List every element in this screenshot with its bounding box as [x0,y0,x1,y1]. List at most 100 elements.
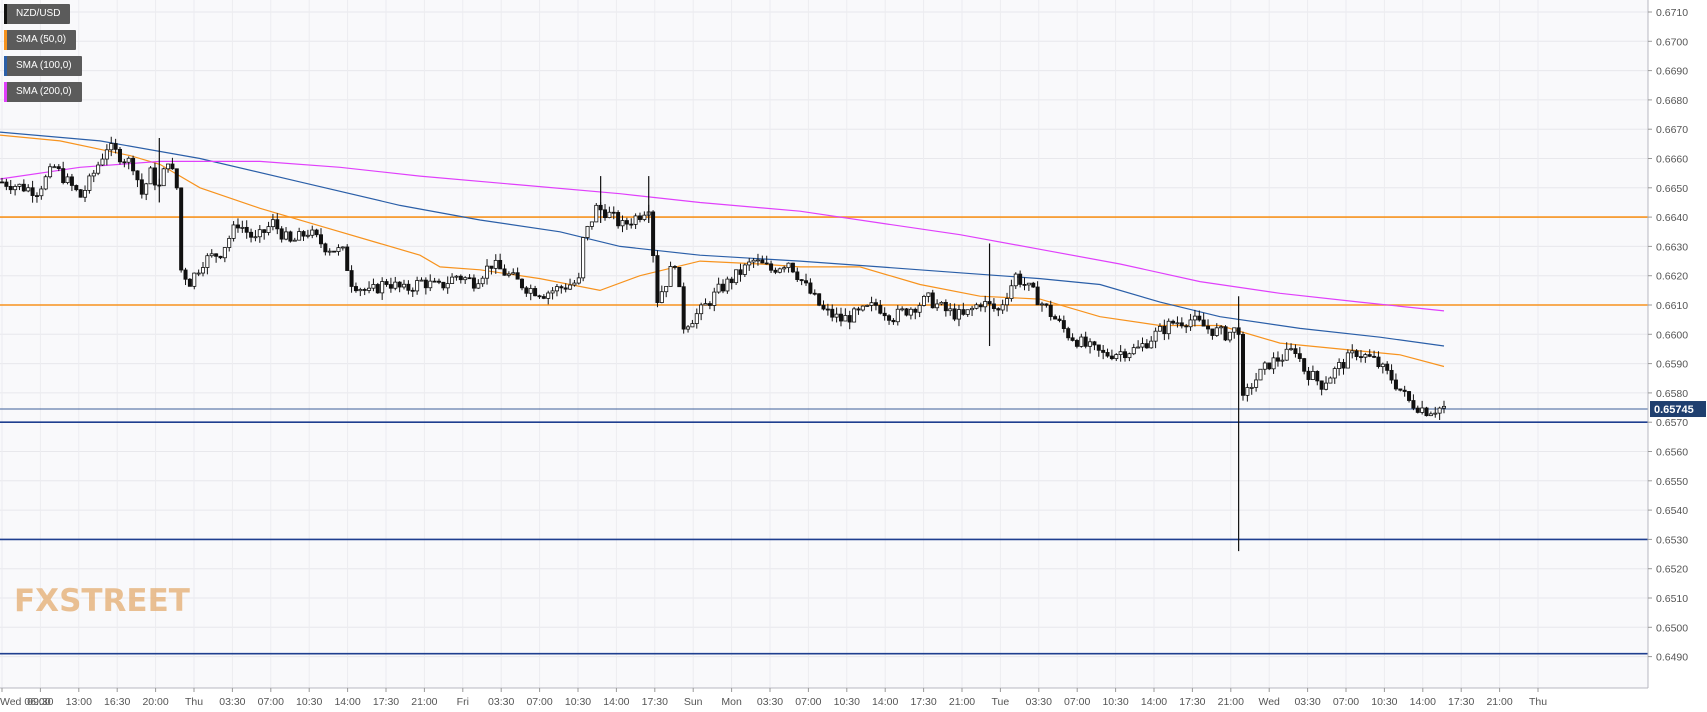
candle-bullish [222,247,227,259]
candle-bullish [922,296,927,306]
candle-bullish [1140,343,1145,348]
time-tick-label: 14:00 [1141,696,1167,708]
candle-bullish [192,272,197,287]
legend-item-nzdusd[interactable]: NZD/USD [4,4,71,24]
candle-bullish [1310,371,1315,380]
candle-bullish [1088,341,1093,347]
candle-bearish [873,302,878,306]
candle-bearish [152,167,157,186]
legend-item-sma100[interactable]: SMA (100,0) [4,56,82,76]
candle-bearish [498,259,503,270]
legend-item-sma50[interactable]: SMA (50,0) [4,30,77,50]
candle-bearish [458,275,463,281]
candle-bullish [91,172,96,177]
candle-bullish [554,286,559,292]
candle-bullish [834,313,839,318]
price-axis: 0.6710 0.6700 0.6690 0.6680 0.6670 0.6660 0.66… [1647,0,1688,688]
candle-bullish [270,219,275,228]
price-tick-label: 0.6520 [1656,564,1688,576]
candle-bullish [253,236,258,239]
legend-swatch [4,56,7,76]
candle-bearish [218,255,223,259]
time-tick-label: Tue [992,696,1010,708]
candle-bullish [52,166,57,169]
candle-bullish [1258,368,1263,381]
candle-bearish [1057,318,1062,321]
candle-bearish [1358,356,1363,358]
candle-bullish [327,250,332,253]
candle-bearish [856,308,861,311]
candle-bullish [1442,405,1447,409]
price-tick-label: 0.6630 [1656,241,1688,253]
candle-bearish [808,282,813,294]
candle-bearish [249,231,254,238]
candle-bullish [607,211,612,219]
candle-bullish [340,246,345,249]
price-tick-label: 0.6490 [1656,652,1688,664]
candle-bearish [655,255,660,303]
candle-bullish [900,308,905,311]
candle-bearish [1297,353,1302,359]
candle-bearish [721,283,726,292]
candle-bullish [266,226,271,233]
candle-bearish [1171,320,1176,324]
candle-bullish [1039,303,1044,306]
time-tick-label: Thu [1529,696,1547,708]
candle-bearish [61,168,66,183]
candle-bullish [511,272,516,275]
candle-bearish [34,195,39,197]
candle-bullish [1249,386,1254,389]
candle-bullish [1131,347,1136,355]
time-tick-label: 10:30 [1371,696,1397,708]
candle-bearish [830,308,835,318]
candle-bullish [1289,348,1294,351]
candle-bearish [707,303,712,306]
price-tick-label: 0.6660 [1656,154,1688,166]
candle-bearish [0,181,4,184]
candle-bullish [1214,327,1219,336]
candle-bullish [240,226,245,229]
candle-bullish [231,224,236,239]
candle-bearish [314,229,319,236]
time-tick-label: Fri [457,696,469,708]
candle-bullish [13,186,18,191]
candle-bullish [1127,353,1132,359]
candle-bullish [664,285,669,293]
candle-bearish [515,272,520,280]
candle-bearish [489,265,494,269]
candle-bearish [244,226,249,233]
candle-bearish [432,280,437,283]
time-tick-label: 03:30 [1026,696,1052,708]
candle-bullish [852,308,857,323]
candle-bullish [712,291,717,306]
candle-bullish [917,305,922,313]
time-tick-label: 14:00 [603,696,629,708]
time-tick-label: 10:30 [834,696,860,708]
candle-bullish [402,283,407,288]
time-tick-label: 17:30 [1179,696,1205,708]
candle-bearish [1389,369,1394,381]
candle-bullish [17,183,22,187]
price-tick-label: 0.6620 [1656,271,1688,283]
legend-item-sma200[interactable]: SMA (200,0) [4,82,82,102]
candle-bullish [939,301,944,305]
candle-bullish [415,280,420,292]
candle-bearish [214,253,219,257]
candle-bearish [790,262,795,273]
candle-bearish [1070,337,1075,341]
time-tick-label: Wed [1258,696,1280,708]
candle-bearish [847,315,852,323]
candle-bearish [729,278,734,284]
candlesticks [0,136,1447,552]
candle-bullish [126,157,131,163]
candle-bearish [1092,341,1097,346]
candle-bearish [375,284,380,294]
candle-bearish [349,270,354,287]
sma-100-line [0,131,1445,347]
candle-bearish [1393,379,1398,390]
candle-bullish [209,253,214,257]
candle-bearish [952,308,957,320]
candle-bearish [397,281,402,288]
candle-bearish [1372,355,1377,358]
candle-bearish [1184,325,1189,328]
